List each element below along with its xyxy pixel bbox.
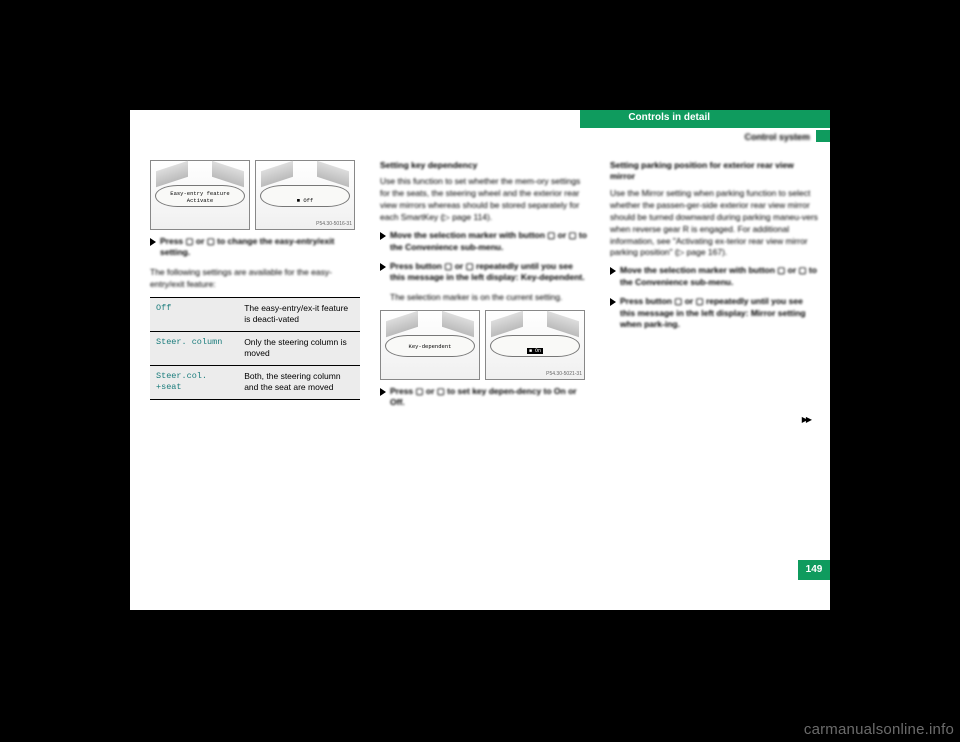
triangle-icon [380, 232, 386, 240]
page-number: 149 [798, 560, 830, 580]
figure-ref-2: P54.30-5021-31 [546, 371, 582, 378]
col2-para1: Use this function to set whether the mem… [380, 176, 590, 224]
section-title: Control system [744, 132, 810, 142]
column-3: Setting parking position for exterior re… [610, 160, 820, 339]
step-bullet: Move the selection marker with button ▢ … [610, 265, 820, 288]
instrument-figure-1: Easy-entry feature Activate ■ Off Steer.… [150, 160, 355, 230]
step-bullet: Move the selection marker with button ▢ … [380, 230, 590, 253]
intro-text: The following settings are available for… [150, 267, 360, 291]
instrument-figure-2: Key-dependent ■ On □ Off P54.30-5021-31 [380, 310, 585, 380]
step-bullet: Press ▢ or ▢ to change the easy-entry/ex… [150, 236, 360, 259]
manual-page: Controls in detail Control system Easy-e… [130, 110, 830, 610]
triangle-icon [150, 238, 156, 246]
step-bullet: Press ▢ or ▢ to set key depen-dency to O… [380, 386, 590, 409]
gauge-text-2a: Key-dependent [386, 336, 474, 351]
gauge-text-2b: ■ On □ Off [491, 336, 579, 357]
watermark-text: carmanualsonline.info [804, 721, 954, 738]
triangle-icon [380, 388, 386, 396]
section-marker [816, 130, 830, 142]
table-row: Steer.col. +seatBoth, the steering colum… [150, 365, 360, 399]
figure-ref-1: P54.30-5016-31 [316, 221, 352, 228]
col3-para1: Use the Mirror setting when parking func… [610, 188, 820, 259]
triangle-icon [610, 298, 616, 306]
col2-heading: Setting key dependency [380, 160, 590, 171]
settings-table: OffThe easy-entry/ex-it feature is deact… [150, 297, 360, 400]
column-2: Setting key dependency Use this function… [380, 160, 590, 417]
step-bullet: Press button ▢ or ▢ repeatedly until you… [380, 261, 590, 284]
col3-heading: Setting parking position for exterior re… [610, 160, 820, 183]
gauge-text-1b: ■ Off Steer. column Steer.col.+seat [261, 186, 349, 207]
gauge-text-1a: Easy-entry feature Activate [156, 186, 244, 204]
column-1: Easy-entry feature Activate ■ Off Steer.… [150, 160, 360, 400]
table-row: OffThe easy-entry/ex-it feature is deact… [150, 297, 360, 331]
continuation-arrows-icon: ▶▶ [802, 415, 810, 424]
triangle-icon [380, 263, 386, 271]
table-row: Steer. columnOnly the steering column is… [150, 331, 360, 365]
col2-note: The selection marker is on the current s… [390, 292, 590, 304]
step-bullet: Press button ▢ or ▢ repeatedly until you… [610, 296, 820, 330]
triangle-icon [610, 267, 616, 275]
chapter-title: Controls in detail [628, 112, 710, 123]
